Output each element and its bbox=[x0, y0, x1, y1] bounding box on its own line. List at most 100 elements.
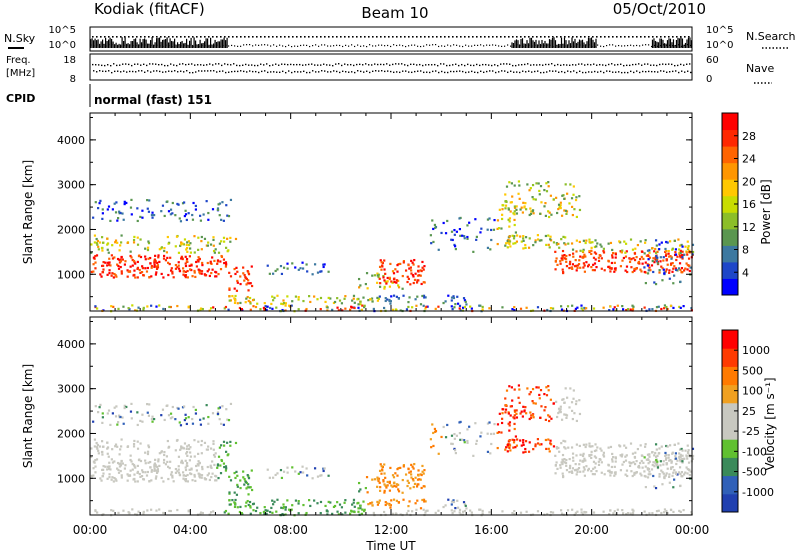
velocity-point bbox=[377, 501, 380, 504]
freq-point bbox=[356, 63, 358, 66]
power-point bbox=[180, 241, 183, 244]
nsky-bar bbox=[193, 37, 195, 48]
velocity-point bbox=[461, 510, 465, 513]
nsky-point bbox=[336, 44, 338, 46]
nsearch-point bbox=[476, 36, 478, 38]
nsky-bar bbox=[166, 37, 168, 48]
velocity-point bbox=[146, 452, 150, 456]
velocity-point bbox=[251, 503, 255, 506]
freq-point bbox=[647, 63, 649, 65]
nsky-point bbox=[309, 45, 311, 48]
colorbar-segment bbox=[722, 278, 738, 296]
velocity-point bbox=[120, 438, 123, 441]
velocity-point bbox=[376, 503, 380, 506]
nsky-point bbox=[492, 44, 494, 46]
nsky-point bbox=[651, 45, 653, 48]
power-point bbox=[686, 264, 689, 267]
nsearch-point bbox=[292, 36, 294, 38]
velocity-point bbox=[127, 474, 130, 477]
velocity-point bbox=[433, 427, 437, 431]
power-point bbox=[610, 267, 613, 270]
velocity-point bbox=[665, 509, 668, 513]
power-point bbox=[323, 263, 326, 266]
velocity-point bbox=[227, 512, 230, 515]
colorbar-segment bbox=[722, 475, 738, 495]
power-point bbox=[163, 254, 166, 258]
nsky-point bbox=[246, 44, 248, 46]
power-point bbox=[562, 235, 565, 239]
power-point bbox=[466, 235, 469, 239]
power-point bbox=[679, 268, 682, 271]
velocity-point bbox=[564, 413, 568, 416]
power-point bbox=[198, 257, 201, 261]
power-point bbox=[442, 301, 445, 305]
power-point bbox=[397, 286, 401, 289]
power-point bbox=[678, 248, 681, 251]
freq-point bbox=[623, 64, 625, 67]
power-point bbox=[108, 263, 111, 266]
velocity-point bbox=[111, 476, 114, 479]
power-point bbox=[581, 309, 585, 312]
power-point bbox=[150, 266, 153, 269]
velocity-point bbox=[563, 413, 566, 416]
power-point bbox=[274, 269, 277, 273]
nsky-point bbox=[453, 44, 455, 46]
power-point bbox=[416, 295, 419, 298]
power-point bbox=[268, 272, 271, 275]
power-point bbox=[648, 251, 651, 254]
velocity-point bbox=[175, 439, 179, 442]
velocity-point bbox=[117, 468, 120, 472]
velocity-point bbox=[520, 444, 523, 447]
velocity-point bbox=[226, 454, 229, 457]
velocity-point bbox=[217, 455, 221, 458]
power-point bbox=[146, 207, 149, 210]
velocity-point bbox=[492, 432, 496, 435]
power-point bbox=[683, 269, 686, 272]
power-point bbox=[226, 237, 229, 240]
freq-point bbox=[242, 64, 244, 66]
nsky-bar bbox=[662, 39, 664, 48]
power-point bbox=[551, 307, 555, 310]
power-point bbox=[431, 219, 434, 222]
nave-point bbox=[549, 70, 551, 72]
nsky-bar bbox=[111, 38, 113, 48]
nsearch-point bbox=[176, 36, 178, 38]
power-point bbox=[174, 267, 178, 270]
velocity-point bbox=[511, 512, 514, 515]
velocity-point bbox=[594, 443, 597, 446]
y-tick-label: 2000 bbox=[57, 427, 85, 440]
velocity-point bbox=[539, 389, 543, 392]
power-point bbox=[682, 305, 685, 308]
velocity-point bbox=[665, 472, 668, 475]
power-point bbox=[98, 241, 101, 244]
velocity-point bbox=[110, 458, 113, 461]
power-point bbox=[216, 207, 220, 210]
power-point bbox=[136, 243, 140, 246]
freq-point bbox=[155, 63, 157, 65]
velocity-point bbox=[536, 438, 540, 441]
power-point bbox=[113, 202, 116, 205]
velocity-point bbox=[611, 460, 614, 463]
power-point bbox=[584, 241, 587, 245]
x-tick-label: 00:00 bbox=[73, 523, 108, 537]
velocity-point bbox=[633, 473, 636, 476]
power-point bbox=[388, 299, 391, 303]
velocity-point bbox=[236, 474, 239, 477]
velocity-point bbox=[184, 468, 188, 472]
velocity-point bbox=[588, 454, 591, 457]
velocity-point bbox=[416, 499, 419, 502]
power-point bbox=[244, 301, 247, 304]
velocity-point bbox=[453, 447, 456, 451]
power-point bbox=[217, 272, 220, 276]
velocity-point bbox=[126, 445, 129, 449]
power-point bbox=[202, 213, 205, 216]
power-point bbox=[663, 272, 666, 275]
power-point bbox=[222, 240, 226, 243]
velocity-point bbox=[679, 510, 682, 513]
velocity-point bbox=[643, 456, 646, 459]
power-point bbox=[393, 280, 396, 284]
power-point bbox=[124, 260, 127, 263]
velocity-point bbox=[187, 416, 190, 419]
power-point bbox=[515, 205, 518, 208]
power-point bbox=[116, 263, 119, 266]
